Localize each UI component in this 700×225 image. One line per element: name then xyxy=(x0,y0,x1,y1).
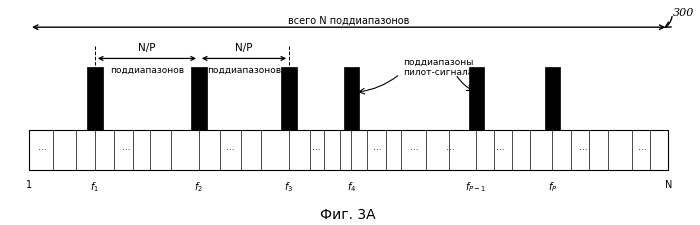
Bar xyxy=(545,68,560,130)
Text: ···: ··· xyxy=(580,146,588,155)
Text: ···: ··· xyxy=(373,146,382,155)
Text: Фиг. 3А: Фиг. 3А xyxy=(320,207,376,221)
Text: всего N поддиапазонов: всего N поддиапазонов xyxy=(288,16,410,26)
Text: ···: ··· xyxy=(122,146,130,155)
Text: N/P: N/P xyxy=(138,43,155,52)
Bar xyxy=(344,68,359,130)
Text: ···: ··· xyxy=(226,146,234,155)
Text: поддиапазонов: поддиапазонов xyxy=(207,66,281,75)
Bar xyxy=(191,68,206,130)
Text: N: N xyxy=(664,179,672,189)
Text: ···: ··· xyxy=(447,146,455,155)
Text: $f_{P-1}$: $f_{P-1}$ xyxy=(466,179,487,193)
Text: $f_2$: $f_2$ xyxy=(195,179,204,193)
Text: $f_3$: $f_3$ xyxy=(284,179,294,193)
Text: $f_1$: $f_1$ xyxy=(90,179,99,193)
Text: $f_4$: $f_4$ xyxy=(346,179,356,193)
Text: 1: 1 xyxy=(26,179,32,189)
Text: ···: ··· xyxy=(410,146,418,155)
Bar xyxy=(29,130,668,170)
Text: ···: ··· xyxy=(312,146,321,155)
Text: ···: ··· xyxy=(38,146,47,155)
Text: ···: ··· xyxy=(496,146,505,155)
Bar xyxy=(468,68,484,130)
Text: ···: ··· xyxy=(638,146,647,155)
Text: $f_P$: $f_P$ xyxy=(547,179,557,193)
Bar xyxy=(281,68,297,130)
Bar xyxy=(88,68,103,130)
Text: поддиапазоны
пилот-сигнала: поддиапазоны пилот-сигнала xyxy=(403,58,473,77)
Text: N/P: N/P xyxy=(235,43,253,52)
Text: поддиапазонов: поддиапазонов xyxy=(110,66,184,75)
Text: 300: 300 xyxy=(673,8,694,18)
